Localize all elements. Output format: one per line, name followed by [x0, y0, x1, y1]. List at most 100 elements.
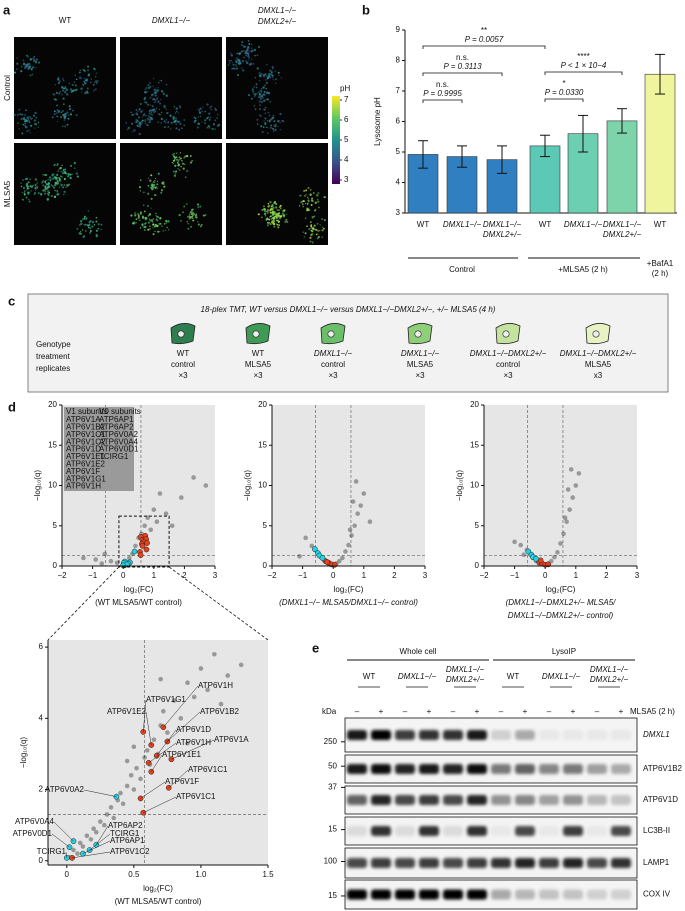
lysosome-signal — [28, 200, 31, 203]
lysosome-signal — [266, 98, 269, 101]
lysosome-signal — [206, 103, 209, 106]
lysosome-signal — [186, 216, 189, 218]
lysosome-signal — [180, 166, 182, 168]
blot-band — [347, 764, 367, 774]
lysosome-signal — [242, 56, 245, 59]
lysosome-signal — [246, 48, 249, 52]
lysosome-signal — [85, 219, 87, 221]
lysosome-signal — [157, 100, 160, 103]
lysosome-signal — [56, 163, 59, 166]
lysosome-signal — [175, 170, 178, 173]
lysosome-signal — [144, 226, 146, 228]
lysosome-signal — [54, 176, 57, 179]
lysosome-signal — [171, 161, 174, 164]
subunit-label: ATP6V1H — [176, 738, 211, 747]
lysosome-signal — [160, 80, 163, 82]
data-point — [154, 519, 160, 525]
lysosome-signal — [60, 170, 63, 173]
blot-band — [347, 858, 367, 868]
lysosome-signal — [72, 84, 74, 87]
data-point — [118, 790, 123, 796]
subunit-label: ATP6AP2 — [108, 821, 143, 830]
lysosome-signal — [242, 45, 244, 47]
lysosome-signal — [139, 211, 142, 214]
lysosome-signal — [190, 213, 193, 216]
lysosome-signal — [255, 86, 258, 89]
lysosome-signal — [251, 47, 253, 49]
blot-band — [563, 826, 583, 836]
lysosome-signal — [151, 105, 154, 108]
lysosome-signal — [281, 210, 284, 212]
lysosome-signal — [82, 235, 85, 238]
lysosome-signal — [87, 224, 90, 227]
treatment-sign: + — [571, 707, 576, 716]
lysosome-signal — [264, 84, 267, 87]
data-point — [158, 676, 163, 682]
lysosome-signal — [46, 192, 50, 195]
group-label: MLSA5 — [245, 360, 272, 369]
lysosome-signal — [260, 125, 263, 128]
lysosome-signal — [272, 127, 275, 130]
lysosome-signal — [317, 230, 319, 232]
lysosome-signal — [178, 105, 182, 108]
lysosome-signal — [274, 78, 277, 81]
y-tick-label: 8 — [396, 56, 401, 65]
lysosome-signal — [254, 93, 257, 96]
lysosome-signal — [143, 204, 145, 206]
marker-label: 15 — [328, 891, 337, 900]
blot-band — [539, 889, 559, 900]
lysosome-signal — [274, 128, 277, 132]
lysosome-signal — [63, 113, 66, 116]
p-value: P < 1 × 10−4 — [561, 61, 607, 70]
blot-band — [419, 795, 439, 805]
lysosome-signal — [89, 81, 92, 84]
data-point — [104, 812, 110, 817]
y-tick-label: 10 — [470, 481, 479, 490]
lysosome-signal — [216, 124, 219, 127]
lysosome-signal — [195, 119, 198, 122]
data-point — [562, 515, 568, 520]
lysosome-signal — [259, 108, 261, 110]
lysosome-signal — [36, 181, 38, 183]
lysosome-signal — [210, 105, 213, 108]
colorbar-label: pH — [340, 84, 350, 93]
lysosome-signal — [271, 67, 274, 70]
lysosome-signal — [125, 122, 128, 124]
lysosome-signal — [144, 119, 147, 122]
lysosome-signal — [259, 104, 261, 107]
lysosome-signal — [63, 80, 65, 82]
lysosome-signal — [95, 72, 98, 75]
lysosome-signal — [209, 106, 211, 109]
lysosome-signal — [138, 215, 140, 218]
lysosome-signal — [56, 183, 59, 186]
lysosome-signal — [61, 184, 63, 186]
lysosome-signal — [26, 130, 29, 133]
lysosome-signal — [27, 116, 30, 118]
lysosome-signal — [62, 77, 65, 80]
lysosome-signal — [157, 230, 160, 233]
lysosome-signal — [279, 129, 281, 131]
data-point — [570, 495, 576, 500]
lysosome-signal — [236, 58, 239, 61]
label-leader — [168, 769, 189, 788]
lysosome-signal — [65, 186, 67, 189]
lysosome-signal — [160, 111, 163, 114]
lysosome-signal — [199, 115, 202, 118]
lysosome-signal — [154, 184, 156, 186]
lysosome-signal — [139, 103, 142, 105]
lysosome-signal — [161, 90, 163, 93]
lysosome-signal — [175, 123, 178, 125]
legend-entry: ATP6V1B2 — [66, 423, 106, 432]
lysosome-signal — [61, 164, 63, 167]
blot-band — [395, 764, 415, 774]
lysosome-signal — [211, 127, 214, 130]
lysosome-signal — [53, 164, 56, 167]
lysosome-signal — [271, 203, 274, 207]
group-label: WT — [252, 349, 265, 358]
lysosome-signal — [187, 227, 190, 230]
lysosome-signal — [275, 213, 278, 216]
lysosome-signal — [308, 227, 311, 231]
lysosome-signal — [62, 193, 65, 196]
lysosome-signal — [22, 179, 24, 182]
lysosome-signal — [154, 224, 156, 227]
